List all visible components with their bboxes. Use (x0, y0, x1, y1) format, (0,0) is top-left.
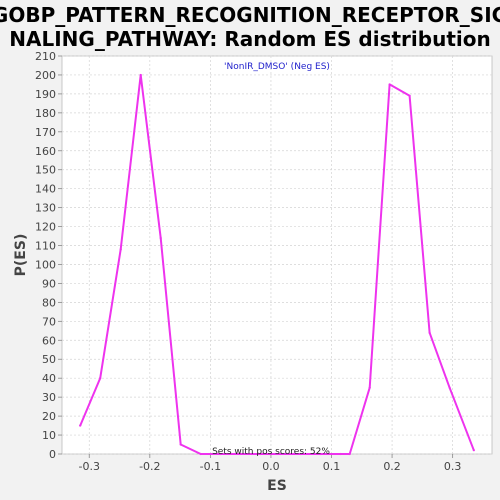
y-tick-label: 90 (42, 277, 56, 290)
y-tick-label: 20 (42, 410, 56, 423)
x-tick-label: -0.1 (200, 460, 221, 473)
series-layer (79, 73, 475, 456)
data-point (159, 236, 162, 240)
data-point (219, 452, 222, 456)
y-tick-label: 50 (42, 353, 56, 366)
data-point (179, 443, 182, 446)
axis-ticks: 0 10 20 30 40 50 60 70 80 90 100 110 120 130 140 150 160… (35, 50, 461, 473)
x-tick-label: 0.0 (262, 460, 280, 473)
y-tick-label: 180 (35, 107, 56, 120)
y-tick-label: 190 (35, 88, 56, 101)
legend-label: 'NonIR_DMSO' (Neg ES) (224, 62, 330, 72)
y-tick-label: 30 (42, 391, 56, 404)
y-tick-label: 160 (35, 145, 56, 158)
x-tick-label: 0.3 (444, 460, 462, 473)
data-point (79, 424, 82, 427)
chart-title-line-1: GOBP_PATTERN_RECOGNITION_RECEPTOR_SIG (0, 3, 500, 27)
data-point (448, 386, 451, 389)
data-point (348, 452, 351, 456)
data-point (139, 73, 142, 77)
data-point (388, 83, 391, 86)
y-tick-label: 70 (42, 315, 56, 328)
data-point (339, 452, 342, 456)
data-point (199, 452, 202, 456)
y-tick-label: 80 (42, 296, 56, 309)
plot-area (61, 55, 493, 455)
chart-title-line-2: NALING_PATHWAY: Random ES distribution (9, 27, 490, 51)
data-point (239, 452, 242, 456)
data-point (299, 452, 302, 456)
x-tick-label: -0.3 (79, 460, 100, 473)
y-tick-label: 210 (35, 50, 56, 63)
data-point (259, 452, 262, 456)
data-point (408, 94, 411, 97)
data-point (99, 377, 102, 380)
y-tick-label: 120 (35, 221, 56, 234)
x-tick-label: 0.2 (383, 460, 401, 473)
y-tick-label: 150 (35, 164, 56, 177)
y-tick-label: 110 (35, 240, 56, 253)
y-tick-label: 60 (42, 334, 56, 347)
data-point (319, 452, 322, 456)
y-tick-label: 170 (35, 126, 56, 139)
y-tick-label: 140 (35, 183, 56, 196)
data-point (472, 449, 475, 452)
y-tick-label: 130 (35, 202, 56, 215)
y-tick-label: 10 (42, 429, 56, 442)
y-tick-label: 200 (35, 69, 56, 82)
y-axis-label: P(ES) (13, 234, 29, 277)
annotation-pos-scores: Sets with pos scores: 52% (212, 447, 330, 457)
y-tick-label: 100 (35, 258, 56, 271)
data-point (428, 331, 431, 334)
x-axis-label: ES (267, 478, 287, 494)
x-tick-label: -0.2 (139, 460, 160, 473)
y-tick-label: 40 (42, 372, 56, 385)
data-point (119, 248, 122, 251)
y-tick-label: 0 (49, 448, 56, 461)
data-point (279, 452, 282, 456)
data-point (368, 386, 371, 389)
x-tick-label: 0.1 (323, 460, 341, 473)
